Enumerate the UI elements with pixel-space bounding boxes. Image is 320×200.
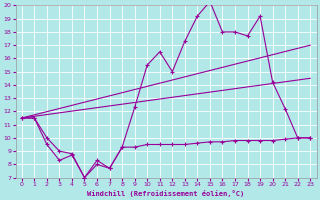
X-axis label: Windchill (Refroidissement éolien,°C): Windchill (Refroidissement éolien,°C) [87, 190, 245, 197]
